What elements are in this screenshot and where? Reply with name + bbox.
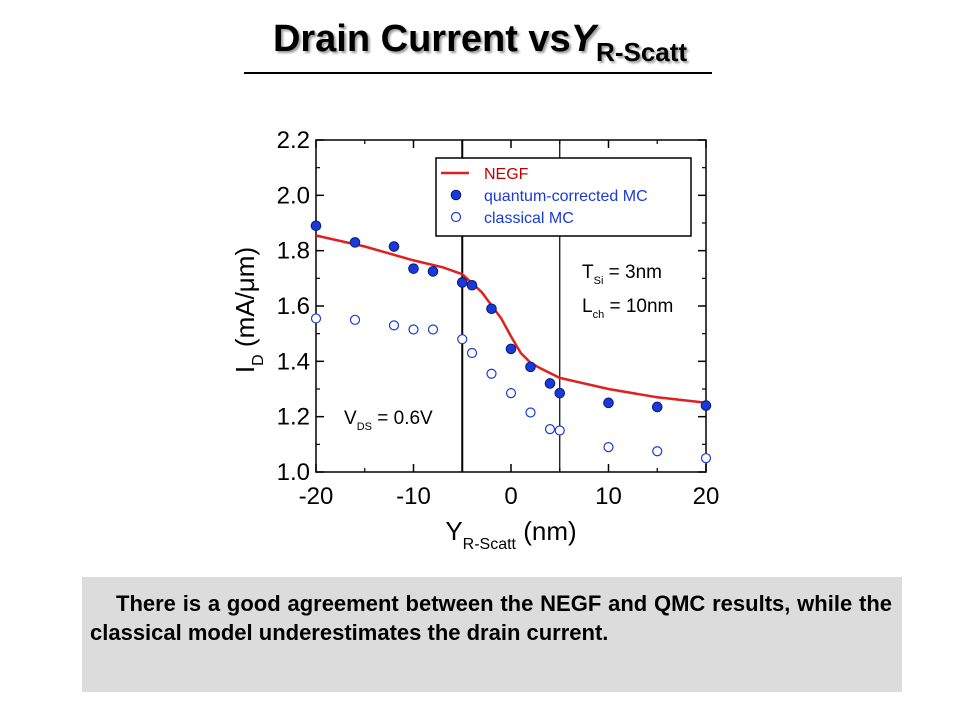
qmc-point (486, 303, 497, 315)
classical-mc-point (652, 446, 663, 457)
legend-swatch-qmc (450, 189, 462, 201)
x-axis-label-part: Y (445, 516, 462, 546)
title-main: Drain Current vs (272, 18, 571, 60)
y-tick-label: 1.8 (277, 238, 310, 265)
classical-mc-point (486, 368, 497, 379)
qmc-point (544, 378, 556, 389)
qmc-point (505, 343, 517, 355)
classical-mc-point (603, 442, 614, 453)
classical-mc-point (525, 407, 536, 418)
annotation-lch-part: L (582, 296, 593, 317)
annotation-vds-part: V (344, 408, 357, 429)
legend-box (435, 157, 692, 237)
y-tick-label: 1.0 (277, 459, 310, 486)
annotation-vds-part: DS (357, 421, 372, 433)
qmc-point (603, 397, 614, 409)
classical-mc-point (310, 313, 322, 324)
x-tick-label: -10 (396, 483, 431, 510)
title-subscript: R-Scatt (596, 37, 688, 67)
qmc-point (349, 237, 361, 248)
classical-mc-point (554, 425, 565, 436)
qmc-point (310, 220, 322, 232)
x-tick-label: 10 (595, 483, 622, 510)
classical-mc-point (457, 334, 468, 345)
x-axis-label: YR-Scatt (nm) (445, 516, 576, 553)
x-axis-label-part: (nm) (516, 516, 577, 546)
y-tick-label: 2.2 (277, 127, 310, 154)
classical-mc-point (349, 314, 361, 325)
y-axis-label-part: D (250, 354, 267, 366)
classical-mc-point (388, 320, 400, 331)
x-tick-label: 20 (693, 483, 720, 510)
series-line-negf (315, 234, 707, 405)
y-tick-label: 1.4 (277, 348, 310, 375)
qmc-point (466, 279, 478, 291)
y-tick-label: 1.6 (277, 293, 310, 320)
y-axis-label-part: (mA/μm) (230, 247, 260, 354)
legend-label: quantum-corrected MC (484, 188, 648, 205)
annotation-vds: VDS = 0.6V (344, 408, 433, 433)
note-text: There is a good agreement between the NE… (90, 591, 892, 645)
qmc-point (408, 263, 419, 274)
classical-mc-point (466, 347, 478, 359)
classical-mc-point (408, 324, 419, 335)
qmc-point (427, 266, 439, 277)
annotation-tsi-part: T (582, 262, 594, 283)
legend-label: NEGF (484, 166, 529, 183)
y-axis-label: ID (mA/μm) (230, 247, 267, 373)
qmc-point (700, 400, 712, 411)
annotation-tsi-part: = 3nm (603, 262, 662, 283)
y-axis-label-part: I (230, 366, 260, 373)
classical-mc-point (700, 453, 712, 464)
x-axis-label-part: R-Scatt (463, 536, 517, 553)
qmc-point (388, 241, 400, 252)
page-title: Drain Current vsYR-Scatt (0, 18, 960, 68)
x-tick-label: -20 (299, 483, 334, 510)
classical-mc-point (427, 324, 439, 335)
title-underline (244, 72, 712, 74)
x-tick-label: 0 (504, 483, 517, 510)
annotation-vds-part: = 0.6V (372, 408, 433, 429)
legend-label: classical MC (484, 210, 574, 227)
y-tick-label: 1.2 (277, 404, 310, 431)
annotation-lch: Lch = 10nm (582, 296, 673, 321)
annotation-tsi-part: Si (594, 275, 604, 287)
qmc-point (525, 361, 536, 373)
annotation-tsi: TSi = 3nm (582, 262, 662, 287)
legend-swatch-classical (450, 211, 462, 223)
conclusion-note: There is a good agreement between the NE… (82, 577, 902, 692)
qmc-point (456, 277, 468, 288)
classical-mc-point (505, 388, 517, 399)
qmc-point (651, 401, 663, 413)
qmc-point (554, 387, 566, 399)
annotation-lch-part: ch (593, 309, 605, 321)
drain-current-chart: -20 -10 0 10 20 1.0 1.2 1.4 1.6 1.8 2.0 2.2 NEGF quan… (230, 127, 720, 553)
annotation-lch-part: = 10nm (604, 296, 673, 317)
classical-mc-point (544, 424, 556, 435)
y-tick-label: 2.0 (277, 182, 310, 209)
title-symbol: Y (570, 18, 597, 60)
